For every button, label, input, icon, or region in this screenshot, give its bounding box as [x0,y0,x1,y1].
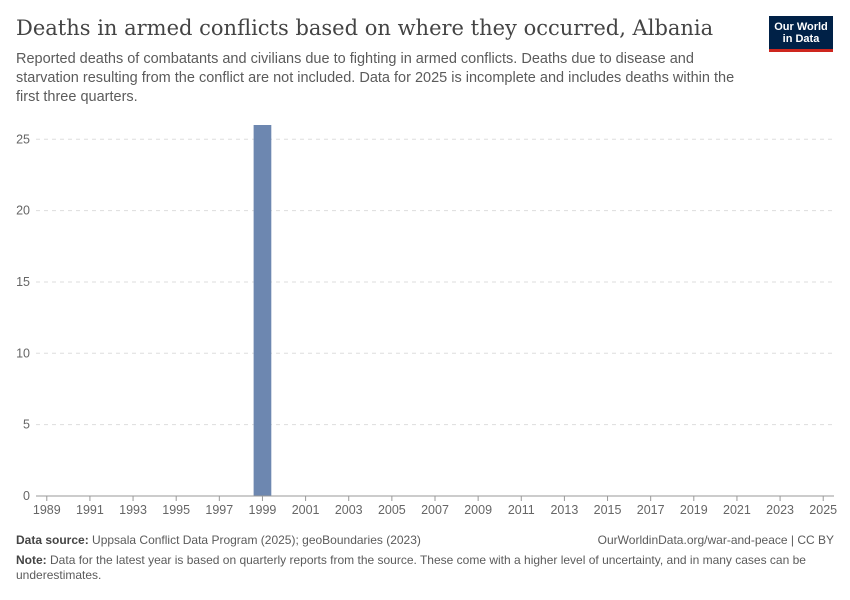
x-tick-label: 2017 [637,503,665,517]
bar-1999[interactable] [253,125,272,496]
x-tick-label: 2023 [766,503,794,517]
x-tick-label: 1999 [249,503,277,517]
x-tick-label: 1991 [76,503,104,517]
x-tick-label: 1995 [162,503,190,517]
gridlines [36,138,834,426]
x-tick-label: 2015 [594,503,622,517]
data-source-text[interactable]: Uppsala Conflict Data Program (2025); ge… [92,533,421,547]
x-tick-label: 2021 [723,503,751,517]
x-tick-label: 2003 [335,503,363,517]
x-tick-label: 1993 [119,503,147,517]
chart-note: Note: Data for the latest year is based … [16,553,834,583]
x-tick-label: 2025 [809,503,837,517]
y-tick-label: 15 [16,275,30,289]
y-tick-label: 0 [23,489,30,503]
chart-title: Deaths in armed conflicts based on where… [16,16,714,40]
x-tick-label: 2011 [508,503,535,517]
x-axis-ticks: 1989 1991 1993 1995 1997 1999 2001 2003 2005 2007… [33,496,837,517]
x-tick-label: 2007 [421,503,449,517]
y-tick-label: 25 [16,132,30,146]
note-label: Note: [16,553,47,567]
y-axis-ticks: 0 5 10 15 20 25 [16,132,30,503]
y-tick-label: 10 [16,346,30,360]
data-source: Data source: Uppsala Conflict Data Progr… [16,533,834,548]
owid-logo[interactable]: Our World in Data [769,16,833,52]
x-tick-label: 2001 [292,503,320,517]
logo-line-1: Our World [774,21,828,33]
y-tick-label: 5 [23,418,30,432]
x-tick-label: 2019 [680,503,708,517]
note-text: Data for the latest year is based on qua… [16,553,806,582]
logo-line-2: in Data [782,33,820,45]
x-tick-label: 2005 [378,503,406,517]
x-tick-label: 1997 [205,503,233,517]
bars [253,125,272,496]
x-tick-label: 2013 [550,503,578,517]
chart-subtitle: Reported deaths of combatants and civili… [16,51,735,105]
source-url[interactable]: OurWorldinData.org/war-and-peace | CC BY [597,533,834,547]
data-source-label: Data source: [16,533,89,547]
y-tick-label: 20 [16,204,30,218]
x-tick-label: 1989 [33,503,61,517]
x-tick-label: 2009 [464,503,492,517]
